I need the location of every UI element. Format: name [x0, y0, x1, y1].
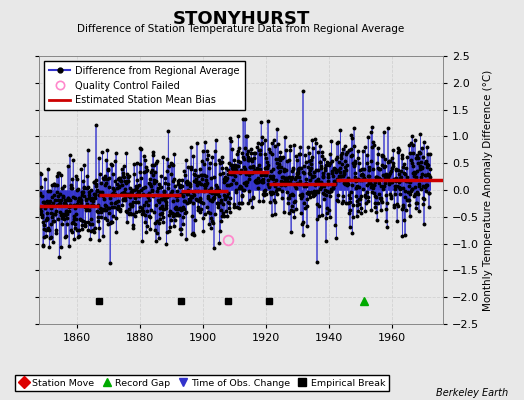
Y-axis label: Monthly Temperature Anomaly Difference (°C): Monthly Temperature Anomaly Difference (…	[483, 69, 493, 311]
Text: Difference of Station Temperature Data from Regional Average: Difference of Station Temperature Data f…	[78, 24, 405, 34]
Legend: Station Move, Record Gap, Time of Obs. Change, Empirical Break: Station Move, Record Gap, Time of Obs. C…	[15, 375, 389, 391]
Text: Berkeley Earth: Berkeley Earth	[436, 388, 508, 398]
Legend: Difference from Regional Average, Quality Control Failed, Estimated Station Mean: Difference from Regional Average, Qualit…	[44, 61, 245, 110]
Text: STONYHURST: STONYHURST	[172, 10, 310, 28]
